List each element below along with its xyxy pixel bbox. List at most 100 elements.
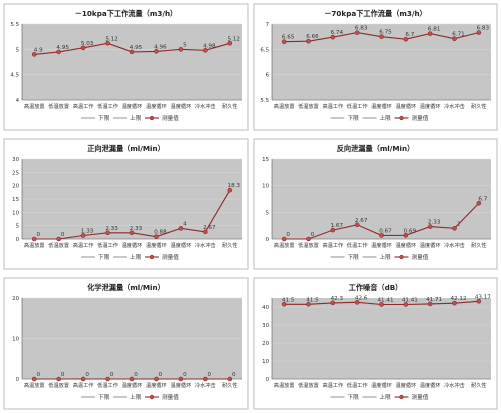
data-label: 4.96 [154,44,167,50]
legend: 下限 上限 测量值 [330,114,429,122]
data-label: 6.83 [355,26,368,32]
y-tick-label: 0 [16,377,20,383]
legend-label: 下限 [98,393,110,401]
x-tick-label: 冷水冲击 [195,381,216,389]
data-point [203,48,208,53]
y-tick-label: 20 [12,296,19,302]
data-point [105,230,110,236]
x-tick-label: 低温放置 [298,241,319,249]
x-tick-label: 温度循环 [395,102,416,110]
data-label: 4.95 [130,45,143,51]
y-tick-label: 0 [16,237,20,243]
chart-panel: 正向泄漏量（ml/Min） 0 5 10 15 20 25 30 高温放置 低温放置 高温工作 低温工… [3,138,249,270]
data-point [129,49,135,55]
data-label: 4.98 [203,43,216,49]
legend: 下限 上限 测量值 [81,393,179,401]
data-label: 0 [61,232,65,238]
y-tick-label: 20 [12,184,19,190]
legend-label: 测量值 [162,393,179,401]
x-tick-label: 低温放置 [298,102,319,110]
plot-area [272,159,491,239]
chart-panel: 反向泄漏量（ml/Min）051015高温放置 低温放置 高温工作 低温工作 温度循环温… [253,138,498,270]
x-tick-label: 温度循环 [146,102,167,110]
data-point [403,36,409,42]
y-tick-label: 5.5 [10,22,19,28]
chart-title: 化学泄漏量（ml/Min） [87,283,165,292]
y-tick-label: 10 [262,359,269,365]
data-label: 0 [311,232,315,238]
legend-label: 测量值 [162,114,179,122]
plot-area [22,24,242,100]
data-point [31,236,37,242]
data-point [80,376,86,382]
legend: 下限 上限 测量值 [81,114,179,122]
data-point [31,376,37,382]
data-label: 43.17 [475,294,491,300]
data-label: 5.12 [228,36,240,42]
data-label: 41.41 [402,297,418,303]
legend-label: 下限 [98,114,110,122]
data-label: 0 [183,372,187,378]
legend-label: 测量值 [412,114,429,122]
data-label: 6.75 [379,30,392,36]
x-tick-label: 温度循环 [171,241,192,249]
y-tick-label: 40 [262,305,269,311]
data-label: 6.74 [331,30,344,36]
data-label: 2.67 [203,225,216,231]
legend-label: 上限 [130,114,142,122]
y-tick-label: 10 [12,210,19,216]
y-tick-label: 0 [266,237,270,243]
y-tick-label: 15 [262,157,269,163]
x-tick-label: 高温工作 [322,102,343,110]
data-point [452,36,457,41]
data-label: 41.5 [306,297,319,303]
x-tick-label: 冷水冲击 [444,102,465,110]
data-point [330,300,336,306]
data-point [306,301,311,307]
data-label: 0 [110,372,114,378]
data-label: 6.71 [452,32,465,38]
data-point [379,302,384,307]
data-point [379,233,384,238]
data-label: 0 [36,372,40,378]
data-label: 6.81 [428,27,441,33]
data-label: 2.67 [355,218,368,224]
legend-label: 测量值 [162,253,179,261]
data-point [379,34,384,39]
data-point [354,222,360,228]
y-tick-label: 25 [12,170,19,176]
legend-label: 测量值 [412,393,429,401]
x-tick-label: 高温放置 [24,102,45,110]
x-tick-label: 低温放置 [48,102,69,110]
data-point [105,376,110,382]
legend-marker [149,115,155,121]
x-tick-label: 温度循环 [420,381,441,389]
chart-title: －10kpa下工作流量（m3/h） [75,9,178,18]
data-point [476,298,482,304]
legend-label: 上限 [380,253,392,261]
data-point [330,227,336,233]
x-tick-label: 高温工作 [322,241,343,249]
data-label: 0.88 [154,230,167,236]
data-point [227,187,233,193]
legend-marker [149,394,155,400]
x-tick-label: 温度循环 [371,381,392,389]
x-tick-label: 耐久性 [471,241,487,249]
chart-title: 反向泄漏量（ml/Min） [337,144,415,153]
data-point [281,236,287,242]
data-point [452,226,457,231]
y-tick-label: 4 [16,98,20,104]
data-point [427,301,433,307]
data-point [227,40,233,46]
data-point [31,52,37,57]
x-tick-label: 耐久性 [222,102,238,110]
data-label: 5.12 [105,36,117,42]
legend-marker [399,254,404,260]
x-tick-label: 高温工作 [73,241,94,249]
data-point [154,234,159,239]
data-label: 6.7 [405,32,414,38]
data-point [306,236,311,242]
data-point [178,47,184,52]
data-point [476,200,482,206]
